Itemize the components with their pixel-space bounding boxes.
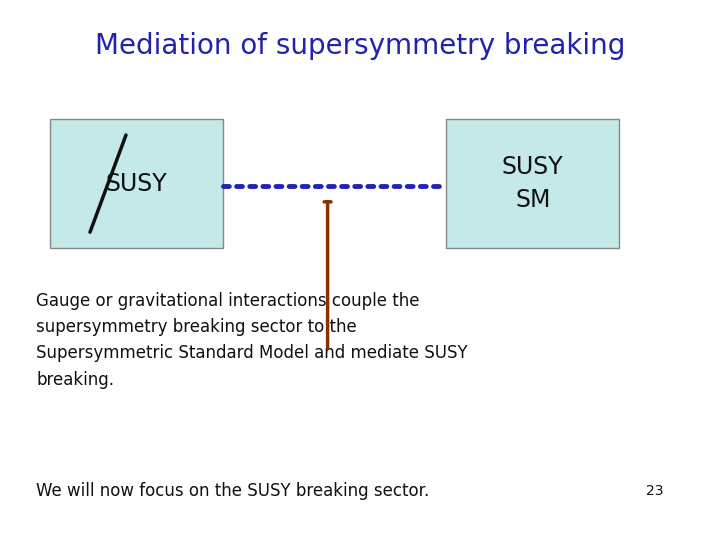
Text: Mediation of supersymmetry breaking: Mediation of supersymmetry breaking [95,32,625,60]
Text: Gauge or gravitational interactions couple the
supersymmetry breaking sector to : Gauge or gravitational interactions coup… [36,292,467,389]
Text: 23: 23 [647,484,664,498]
Bar [50,119,223,248]
Bar [446,119,619,248]
Text: SUSY
SM: SUSY SM [502,155,564,212]
Text: SUSY: SUSY [106,172,168,195]
Text: We will now focus on the SUSY breaking sector.: We will now focus on the SUSY breaking s… [36,482,429,501]
